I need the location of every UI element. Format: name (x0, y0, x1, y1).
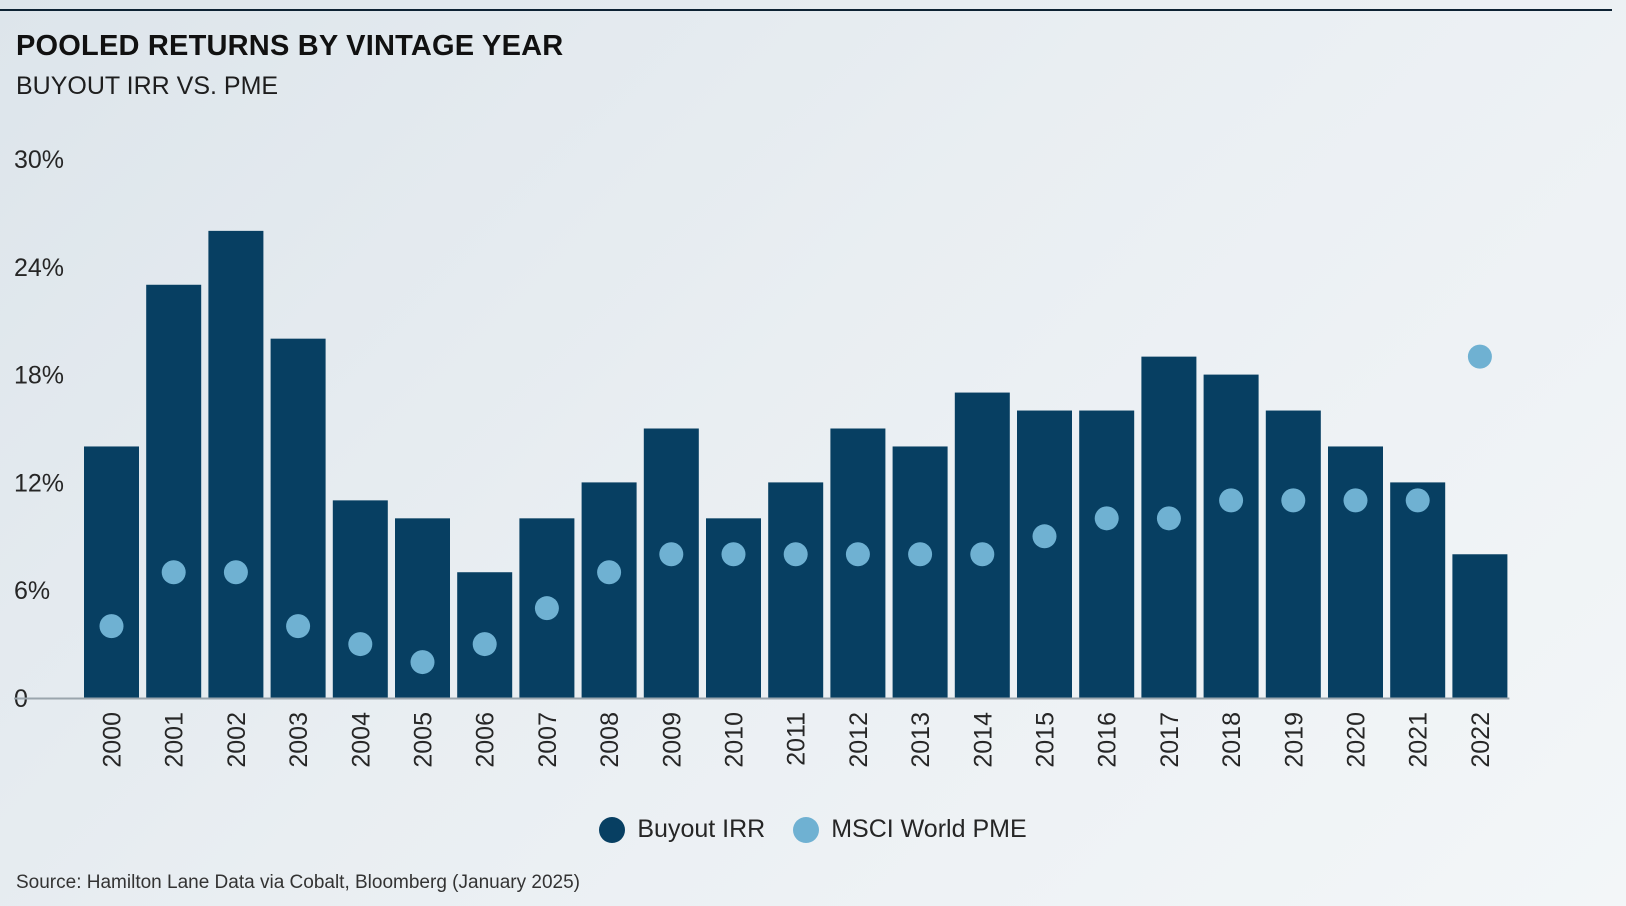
point-msci-world-pme (1032, 524, 1057, 549)
bar-buyout-irr (84, 446, 139, 698)
bar-buyout-irr (332, 500, 388, 698)
point-msci-world-pme (783, 542, 808, 567)
point-msci-world-pme (99, 614, 124, 639)
legend-item-buyout: Buyout IRR (599, 815, 765, 844)
chart-title: POOLED RETURNS BY VINTAGE YEAR (16, 30, 564, 62)
x-tick-label: 2021 (1405, 712, 1433, 768)
point-msci-world-pme (1281, 488, 1306, 513)
point-msci-world-pme (1467, 344, 1492, 369)
x-tick-label: 2001 (161, 712, 189, 768)
y-tick-label: 12% (14, 469, 64, 497)
legend-swatch-pme (793, 816, 820, 843)
point-msci-world-pme (348, 632, 373, 657)
bar-buyout-irr (1017, 410, 1072, 698)
point-msci-world-pme (1405, 488, 1430, 513)
x-tick-label: 2022 (1467, 712, 1495, 768)
source-note: Source: Hamilton Lane Data via Cobalt, B… (16, 872, 580, 893)
point-msci-world-pme (161, 560, 186, 585)
legend: Buyout IRR MSCI World PME (0, 815, 1626, 844)
chart-subtitle: BUYOUT IRR VS. PME (16, 72, 279, 100)
x-tick-label: 2008 (596, 712, 624, 768)
point-msci-world-pme (472, 632, 497, 657)
point-msci-world-pme (534, 596, 559, 621)
top-rule (0, 9, 1612, 11)
point-msci-world-pme (286, 614, 311, 639)
bar-buyout-irr (1452, 554, 1508, 698)
x-tick-label: 2019 (1280, 712, 1308, 768)
point-msci-world-pme (1219, 488, 1244, 513)
x-tick-label: 2002 (223, 712, 251, 768)
y-tick-label: 18% (14, 362, 64, 390)
x-tick-label: 2017 (1156, 712, 1184, 768)
point-msci-world-pme (659, 542, 684, 567)
x-tick-label: 2016 (1094, 712, 1122, 768)
bar-buyout-irr (146, 284, 202, 698)
x-tick-label: 2000 (99, 712, 127, 768)
point-msci-world-pme (970, 542, 995, 567)
bar-buyout-irr (208, 230, 264, 698)
point-msci-world-pme (908, 542, 933, 567)
x-tick-label: 2009 (658, 712, 686, 768)
bar-buyout-irr (768, 482, 824, 698)
bar-buyout-irr (1390, 482, 1446, 698)
x-tick-label: 2011 (783, 712, 811, 766)
x-tick-label: 2012 (845, 712, 873, 768)
legend-item-pme: MSCI World PME (793, 815, 1027, 844)
bar-buyout-irr (270, 338, 326, 698)
x-tick-label: 2003 (285, 712, 313, 768)
y-tick-label: 24% (14, 254, 64, 282)
bar-buyout-irr (1265, 410, 1321, 698)
point-msci-world-pme (721, 542, 746, 567)
x-tick-label: 2020 (1343, 712, 1371, 768)
bar-buyout-irr (1203, 374, 1259, 698)
bar-buyout-irr (1328, 446, 1383, 698)
y-tick-label: 6% (14, 577, 50, 605)
point-msci-world-pme (410, 650, 435, 675)
bar-buyout-irr (892, 446, 948, 698)
point-msci-world-pme (1094, 506, 1119, 531)
x-tick-label: 2006 (472, 712, 500, 768)
legend-swatch-buyout (599, 816, 626, 843)
x-tick-label: 2013 (907, 712, 935, 768)
point-msci-world-pme (1343, 488, 1368, 513)
chart-area: 06%12%18%24%30%2000 2001 2002 2003 2004 2005 2… (14, 146, 1510, 768)
x-tick-label: 2018 (1218, 712, 1246, 768)
bar-buyout-irr (581, 482, 637, 698)
point-msci-world-pme (223, 560, 248, 585)
x-tick-label: 2015 (1032, 712, 1060, 768)
point-msci-world-pme (597, 560, 622, 585)
x-tick-label: 2005 (410, 712, 438, 768)
point-msci-world-pme (1156, 506, 1181, 531)
x-tick-label: 2014 (969, 712, 997, 768)
legend-label-buyout: Buyout IRR (637, 815, 766, 843)
y-tick-label: 30% (14, 146, 64, 174)
legend-label-pme: MSCI World PME (831, 815, 1027, 843)
point-msci-world-pme (845, 542, 870, 567)
x-tick-label: 2004 (347, 712, 375, 768)
bar-buyout-irr (1079, 410, 1135, 698)
x-tick-label: 2010 (721, 712, 749, 768)
x-tick-label: 2007 (534, 712, 562, 768)
